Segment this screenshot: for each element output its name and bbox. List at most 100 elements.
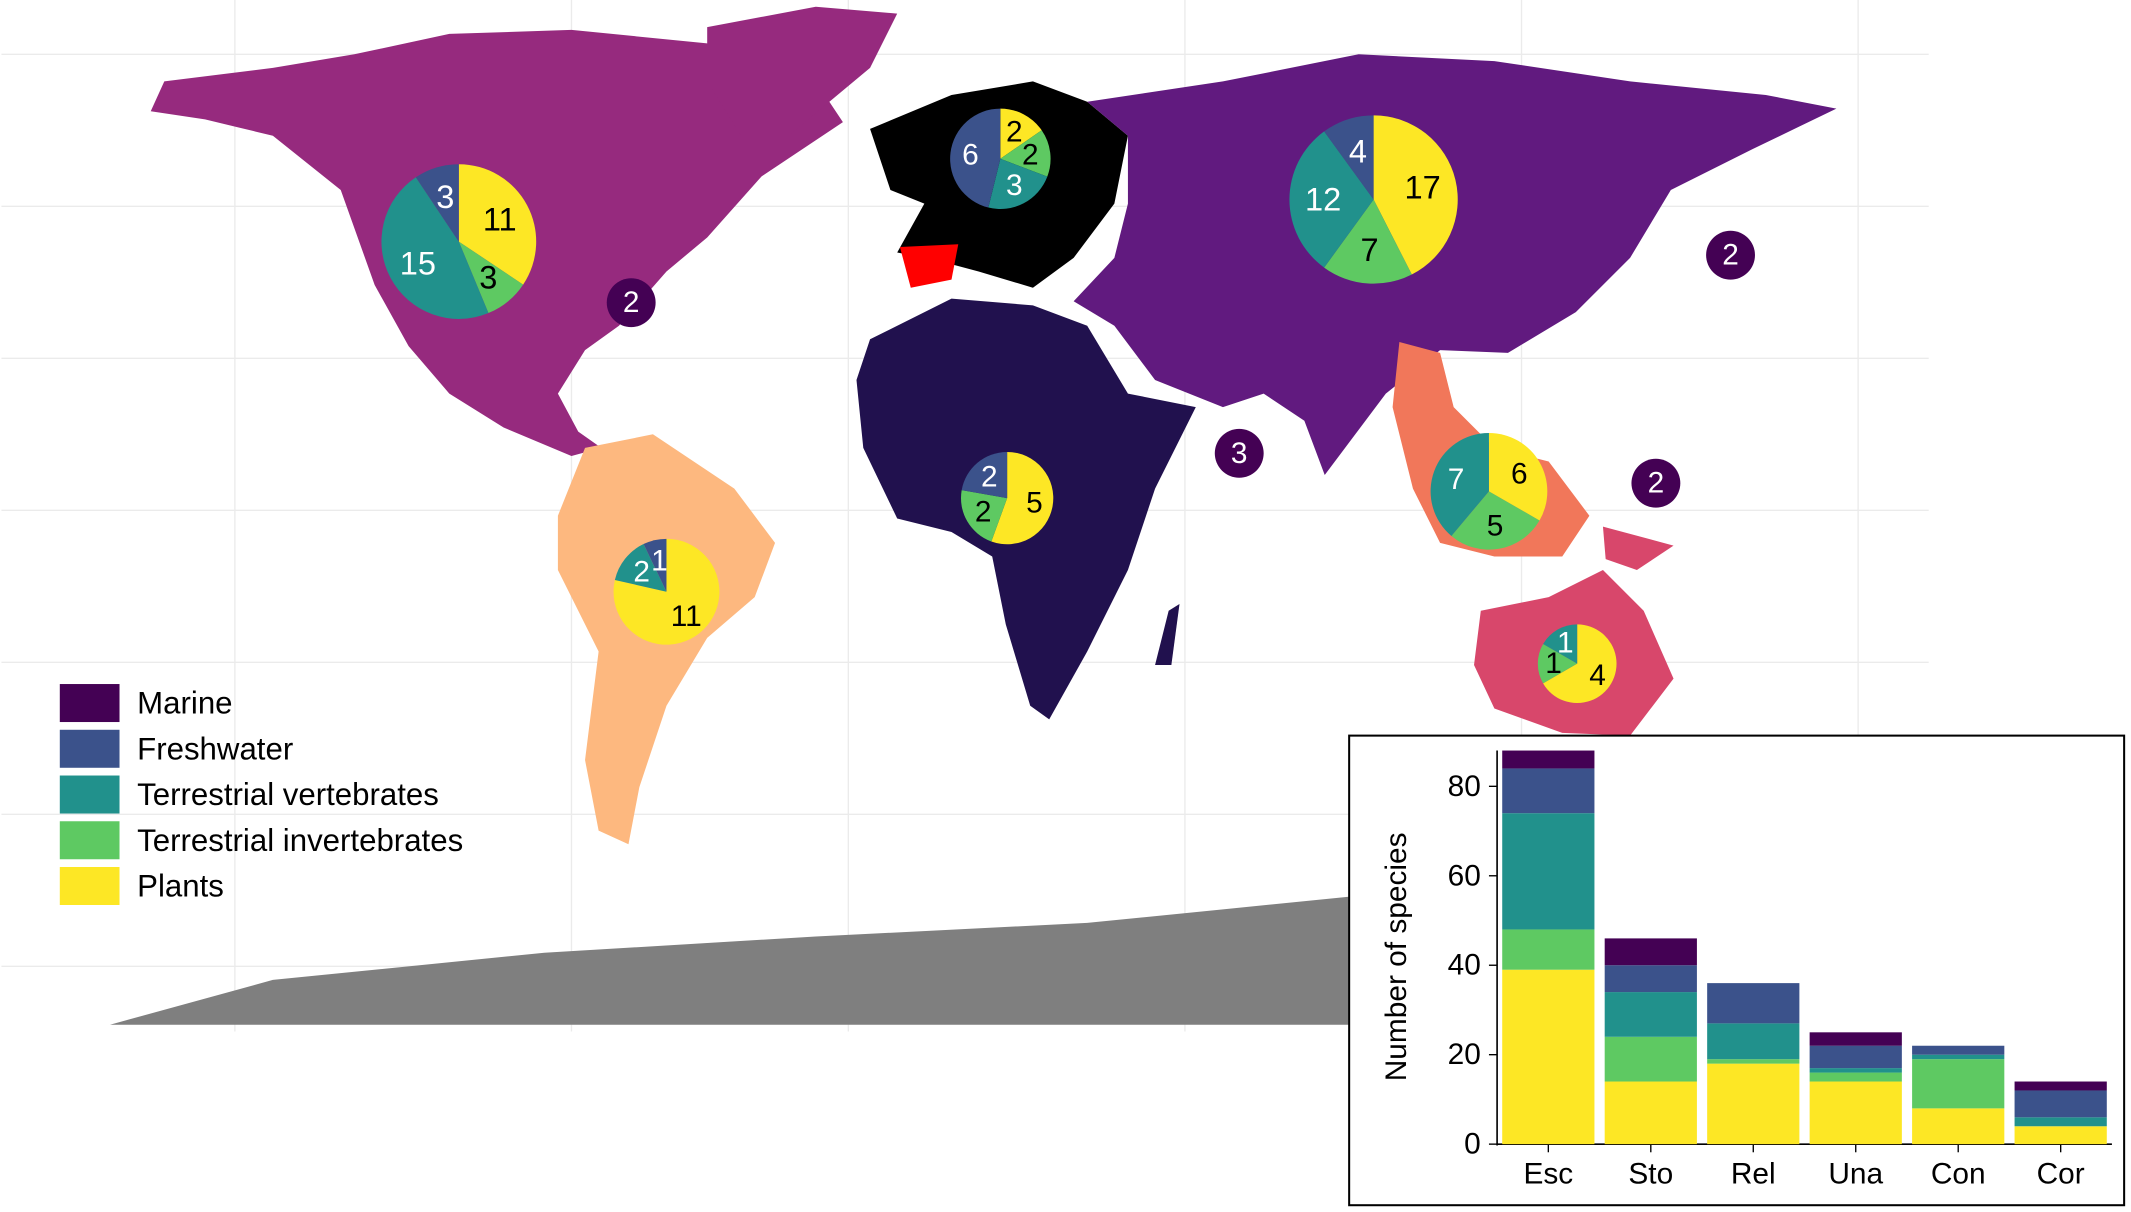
legend-swatch <box>59 684 120 723</box>
marine-marker <box>1214 428 1264 478</box>
y-axis-title: Number of species <box>1380 832 1413 1081</box>
pie-slice <box>1324 115 1374 200</box>
bar-segment <box>1502 750 1595 769</box>
pie-slice <box>381 177 489 319</box>
legend-label: Terrestrial invertebrates <box>137 823 463 858</box>
y-tick-label: 60 <box>1448 859 1481 892</box>
bar-segment <box>1809 1045 1902 1069</box>
bar-segment <box>1912 1054 2005 1060</box>
bar-segment <box>1707 1063 1800 1145</box>
pie-label: 7 <box>1448 463 1465 496</box>
marine-label: 2 <box>623 286 640 319</box>
pie-slice <box>415 164 459 242</box>
legend-label: Plants <box>137 868 224 903</box>
pie-label: 3 <box>479 259 497 295</box>
x-tick-label: Una <box>1828 1157 1883 1190</box>
bar-segment <box>1502 768 1595 814</box>
pie-label: 11 <box>671 600 702 633</box>
bar-segment <box>1604 965 1697 993</box>
legend-swatch <box>59 821 120 860</box>
pie-slice <box>1373 115 1458 275</box>
pie-slice <box>1000 108 1042 159</box>
bar-segment <box>1502 969 1595 1145</box>
legend-swatch <box>59 729 120 768</box>
pie-slice <box>1324 199 1412 284</box>
pie-label: 2 <box>1006 116 1023 149</box>
pie-label: 5 <box>1487 509 1504 542</box>
marine-label: 3 <box>1231 437 1248 470</box>
pie-slice <box>1289 131 1374 268</box>
new-guinea <box>1602 526 1674 571</box>
pie-slice <box>1488 432 1548 521</box>
bar-segment <box>1604 1036 1697 1082</box>
pie-slice <box>1543 624 1578 664</box>
pie-slice <box>991 451 1054 545</box>
marine-marker <box>606 278 656 328</box>
bar-segment <box>1809 1072 1902 1082</box>
bar-segment <box>1809 1068 1902 1073</box>
bar-segment <box>1604 1081 1697 1145</box>
legend-label: Terrestrial vertebrates <box>137 777 439 812</box>
y-tick-label: 40 <box>1448 949 1481 982</box>
pie-label: 1 <box>1557 627 1574 660</box>
pie-label: 2 <box>981 460 998 493</box>
x-tick-label: Rel <box>1731 1157 1776 1190</box>
bar-segment <box>1604 938 1697 966</box>
legend-label: Freshwater <box>137 731 293 766</box>
pie-label: 5 <box>1026 486 1043 519</box>
pie-label: 11 <box>483 202 517 238</box>
bar-segment <box>1707 1023 1800 1060</box>
pie-label: 17 <box>1405 170 1441 206</box>
bar-segment <box>1707 983 1800 1024</box>
bar-segment <box>1809 1032 1902 1046</box>
spain <box>899 244 959 288</box>
y-tick-label: 0 <box>1464 1128 1481 1161</box>
pie-slice <box>1537 644 1578 684</box>
x-tick-label: Esc <box>1523 1157 1573 1190</box>
legend-swatch <box>59 775 120 814</box>
marine-label: 2 <box>1648 467 1665 500</box>
pie-label: 2 <box>633 555 650 588</box>
bar-segment <box>1502 813 1595 930</box>
pie-label: 2 <box>975 495 992 528</box>
pie-slice <box>1000 130 1051 177</box>
bar-segment <box>2014 1081 2107 1091</box>
bar-segment <box>1912 1045 2005 1055</box>
pie-slice <box>1451 491 1540 550</box>
greenland <box>707 6 898 136</box>
pie-slice <box>1430 432 1489 537</box>
asia <box>1073 54 1837 476</box>
pie-slice <box>950 108 1001 208</box>
marine-marker <box>1631 458 1681 508</box>
pie-label: 15 <box>400 245 436 281</box>
pie-slice <box>614 544 667 592</box>
legend: Marine Freshwater Terrestrial vertebrates T… <box>59 684 463 905</box>
bar-segment <box>1707 1059 1800 1064</box>
pie-label: 4 <box>1349 133 1367 169</box>
pie-slice <box>988 158 1048 210</box>
pie-label: 6 <box>962 139 979 172</box>
x-tick-label: Con <box>1931 1157 1986 1190</box>
bar-segment <box>1809 1081 1902 1145</box>
pie-slice <box>458 164 537 285</box>
pie-slice <box>961 451 1008 499</box>
bar-segment <box>2014 1126 2107 1145</box>
bar-segment <box>1502 929 1595 970</box>
bar-segment <box>1912 1059 2005 1109</box>
pie-label: 1 <box>651 544 668 577</box>
x-tick-label: Sto <box>1628 1157 1673 1190</box>
y-tick-label: 20 <box>1448 1038 1481 1071</box>
pie-label: 7 <box>1361 232 1379 268</box>
pie-label: 12 <box>1305 182 1341 218</box>
pie-slice <box>613 538 720 645</box>
pie-label: 6 <box>1511 457 1528 490</box>
legend-label: Marine <box>137 686 232 721</box>
pie-slice <box>458 241 524 314</box>
bar-segment <box>2014 1117 2107 1127</box>
marine-marker <box>1706 230 1755 280</box>
bar-segment <box>2014 1090 2107 1118</box>
madagascar <box>1155 603 1180 666</box>
